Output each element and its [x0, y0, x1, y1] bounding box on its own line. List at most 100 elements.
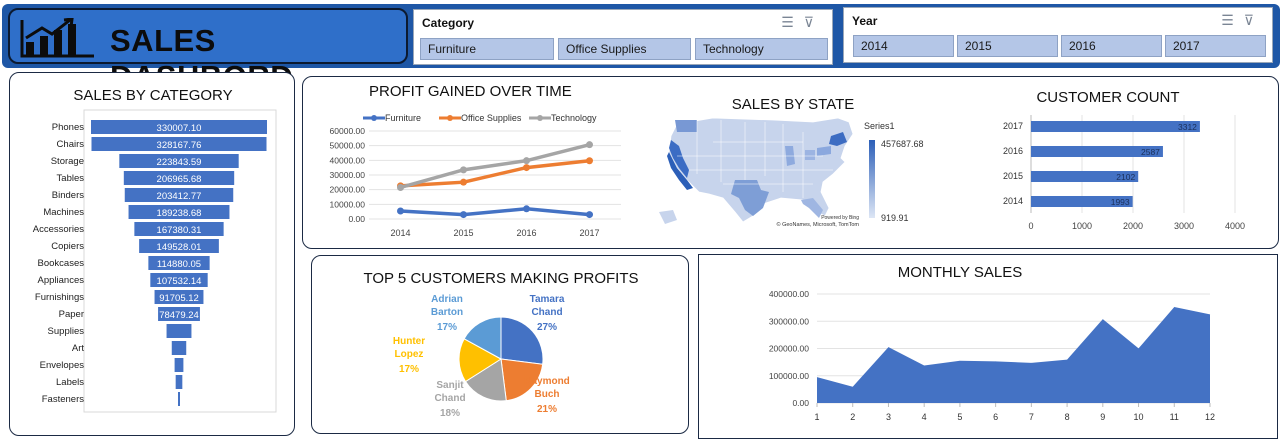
sales-by-state-map: Powered by Bing © GeoNames, Microsoft, T… — [659, 117, 860, 228]
sales-by-category-chart: Phones 330007.10 Chairs 328167.76 Storage 223… — [33, 109, 277, 413]
year-option-2015[interactable]: 2015 — [957, 35, 1058, 57]
profit-y-tick: 40000.00 — [330, 155, 366, 165]
profit-x-tick: 2014 — [390, 228, 410, 238]
monthly-x-tick: 9 — [1100, 412, 1105, 422]
category-value-label: 107532.14 — [157, 276, 202, 287]
profit-y-tick: 10000.00 — [330, 199, 366, 209]
category-option-office-supplies[interactable]: Office Supplies — [558, 38, 691, 60]
profit-line — [400, 158, 590, 188]
monthly-x-tick: 3 — [886, 412, 891, 422]
category-plot-frame — [83, 109, 277, 413]
profit-legend-marker — [537, 115, 543, 121]
top-customers-pie: Tamara Chand 27% Raymond Buch 21% Sanjit Chand 1… — [393, 294, 570, 419]
pie-slice-percent: 18% — [440, 408, 460, 419]
map-attribution-line1: Powered by Bing — [821, 215, 859, 221]
profit-y-tick: 0.00 — [348, 214, 365, 224]
pie-slice-label: Adrian Barton — [431, 294, 463, 318]
category-option-technology[interactable]: Technology — [695, 38, 828, 60]
clear-filter-icon[interactable]: ⊽ — [1243, 12, 1264, 28]
category-value-label: 189238.68 — [157, 208, 202, 219]
dashboard-header: SALES DASHBORD Category ☰⊽ Furniture Off… — [2, 4, 1280, 94]
year-option-2016[interactable]: 2016 — [1061, 35, 1162, 57]
category-label: Supplies — [48, 326, 85, 337]
monthly-y-tick: 300000.00 — [769, 316, 809, 326]
state-florida — [801, 198, 823, 218]
monthly-y-tick: 400000.00 — [769, 289, 809, 299]
monthly-sales-chart: 0.00 100000.00 200000.00 300000.00 400000.00… — [769, 289, 1215, 422]
top-customers-panel: TOP 5 CUSTOMERS MAKING PROFITS Tamara Cha… — [311, 255, 689, 434]
customer-bar — [1031, 121, 1200, 132]
category-label: Tables — [57, 173, 85, 184]
category-value-label: 223843.59 — [157, 157, 202, 168]
monthly-x-tick: 7 — [1029, 412, 1034, 422]
profit-point — [460, 178, 467, 186]
pie-slice-percent: 17% — [399, 364, 419, 375]
category-value-label: 203412.77 — [157, 191, 202, 202]
category-bar — [174, 358, 184, 372]
map-legend-max: 457687.68 — [881, 139, 924, 149]
category-value-label: 91705.12 — [159, 293, 199, 304]
customer-y-label: 2015 — [1003, 171, 1023, 181]
profit-line — [400, 142, 590, 190]
category-value-label: 328167.76 — [157, 140, 202, 151]
profit-point — [460, 166, 467, 174]
profit-legend-marker — [447, 115, 453, 121]
category-label: Bookcases — [38, 258, 85, 269]
profit-point — [523, 164, 530, 172]
pie-slice-percent: 17% — [437, 322, 457, 333]
category-bar — [148, 256, 210, 270]
profit-x-tick: 2017 — [579, 228, 599, 238]
category-label: Paper — [59, 309, 84, 320]
profit-y-tick: 20000.00 — [330, 185, 366, 195]
multi-select-icon[interactable]: ☰ — [1221, 12, 1244, 28]
category-option-furniture[interactable]: Furniture — [420, 38, 554, 60]
customer-x-tick: 0 — [1028, 221, 1033, 231]
customer-bar — [1031, 146, 1163, 157]
category-bar — [123, 171, 235, 185]
pie-slice-label: Hunter Lopez — [393, 336, 425, 360]
category-label: Envelopes — [40, 360, 85, 371]
profit-legend-marker — [371, 115, 377, 121]
profit-point — [586, 157, 593, 165]
customer-x-tick: 4000 — [1225, 221, 1245, 231]
customer-bar — [1031, 196, 1133, 207]
monthly-x-tick: 6 — [993, 412, 998, 422]
state-new-york — [829, 132, 847, 146]
customer-x-tick: 1000 — [1072, 221, 1092, 231]
monthly-y-tick: 0.00 — [792, 398, 809, 408]
category-bar — [171, 341, 187, 355]
profit-legend-label: Technology — [551, 113, 597, 123]
category-label: Phones — [52, 122, 84, 133]
map-attribution-line2: © GeoNames, Microsoft, TomTom — [777, 221, 860, 228]
bar-chart-trend-icon — [20, 18, 94, 58]
category-label: Machines — [43, 207, 84, 218]
profit-point — [523, 205, 530, 213]
year-option-2014[interactable]: 2014 — [853, 35, 954, 57]
title-box: SALES DASHBORD — [8, 8, 408, 94]
profit-over-time-title: PROFIT GAINED OVER TIME — [369, 83, 572, 100]
profit-point — [397, 183, 404, 191]
state-pennsylvania — [817, 146, 831, 156]
profit-over-time-chart: 0.00 10000.00 20000.00 30000.00 40000.00 5000… — [330, 113, 621, 238]
monthly-x-tick: 4 — [922, 412, 927, 422]
category-label: Binders — [52, 190, 84, 201]
category-value-label: 114880.05 — [157, 259, 201, 270]
profit-x-tick: 2016 — [516, 228, 536, 238]
pie-slice — [463, 316, 502, 360]
category-bar — [158, 307, 200, 321]
pie-slice-percent: 27% — [537, 322, 557, 333]
year-option-2017[interactable]: 2017 — [1165, 35, 1266, 57]
multi-select-icon[interactable]: ☰ — [781, 14, 804, 30]
state-california — [667, 152, 693, 190]
category-label: Labels — [56, 377, 84, 388]
category-bar — [175, 375, 183, 389]
customer-y-label: 2016 — [1003, 146, 1023, 156]
category-label: Furnishings — [35, 292, 84, 303]
category-bar — [124, 188, 234, 202]
profit-line — [400, 207, 590, 217]
pie-slice — [500, 358, 544, 402]
monthly-area — [817, 306, 1210, 403]
monthly-x-tick: 8 — [1065, 412, 1070, 422]
clear-filter-icon[interactable]: ⊽ — [803, 14, 824, 30]
category-value-label: 330007.10 — [157, 123, 202, 134]
